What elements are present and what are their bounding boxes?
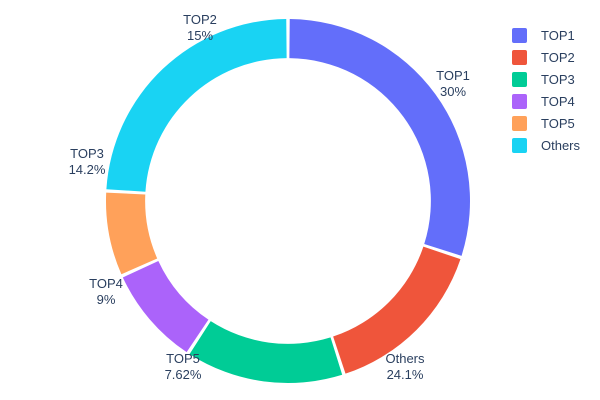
legend-label: TOP4 [541, 94, 575, 109]
legend-item-top4[interactable]: TOP4 [512, 92, 600, 111]
slice-label-top5-name: TOP5 [166, 351, 200, 366]
slice-label-top4-name: TOP4 [89, 276, 123, 291]
legend-label: TOP3 [541, 72, 575, 87]
legend-label: TOP2 [541, 50, 575, 65]
slice-label-top3-name: TOP3 [70, 146, 104, 161]
legend-swatch-icon [512, 72, 527, 87]
slice-label-others-name: Others [385, 351, 425, 366]
slice-label-top4-percent: 9% [96, 292, 116, 307]
chart-legend: TOP1 TOP2 TOP3 TOP4 TOP5 Others [512, 26, 600, 158]
slice-label-others: Others 24.1% [360, 351, 450, 383]
donut-slice-top2[interactable] [333, 246, 461, 374]
slice-label-top1-name: TOP1 [436, 68, 470, 83]
legend-label: TOP5 [541, 116, 575, 131]
legend-item-top5[interactable]: TOP5 [512, 114, 600, 133]
slice-label-top5: TOP5 7.62% [140, 351, 226, 383]
donut-slice-top1[interactable] [289, 19, 470, 256]
legend-swatch-icon [512, 94, 527, 109]
legend-label: TOP1 [541, 28, 575, 43]
legend-item-top1[interactable]: TOP1 [512, 26, 600, 45]
slice-label-top3: TOP3 14.2% [42, 146, 132, 178]
slice-label-top2-percent: 15% [186, 28, 214, 43]
legend-item-top2[interactable]: TOP2 [512, 48, 600, 67]
slice-label-top2-name: TOP2 [183, 12, 217, 27]
slice-label-top2: TOP2 15% [155, 12, 245, 44]
donut-slice-top4[interactable] [122, 261, 209, 353]
donut-slice-others[interactable] [106, 19, 287, 192]
legend-item-others[interactable]: Others [512, 136, 600, 155]
legend-item-top3[interactable]: TOP3 [512, 70, 600, 89]
legend-swatch-icon [512, 116, 527, 131]
legend-swatch-icon [512, 50, 527, 65]
donut-chart: TOP1 30% TOP2 15% TOP3 14.2% TOP4 9% TOP… [42, 12, 498, 384]
slice-label-top1: TOP1 30% [408, 68, 498, 100]
donut-slice-top3[interactable] [189, 321, 343, 384]
legend-swatch-icon [512, 28, 527, 43]
slice-label-top4: TOP4 9% [66, 276, 146, 308]
donut-chart-svg [105, 19, 470, 384]
slice-label-top1-percent: 30% [439, 84, 467, 99]
legend-label: Others [541, 138, 581, 153]
donut-slice-top5[interactable] [105, 192, 158, 275]
donut-slice-group [105, 19, 470, 384]
slice-label-top3-percent: 14.2% [68, 162, 106, 177]
slice-label-top5-percent: 7.62% [164, 367, 202, 382]
legend-swatch-icon [512, 138, 527, 153]
slice-label-others-percent: 24.1% [386, 367, 424, 382]
